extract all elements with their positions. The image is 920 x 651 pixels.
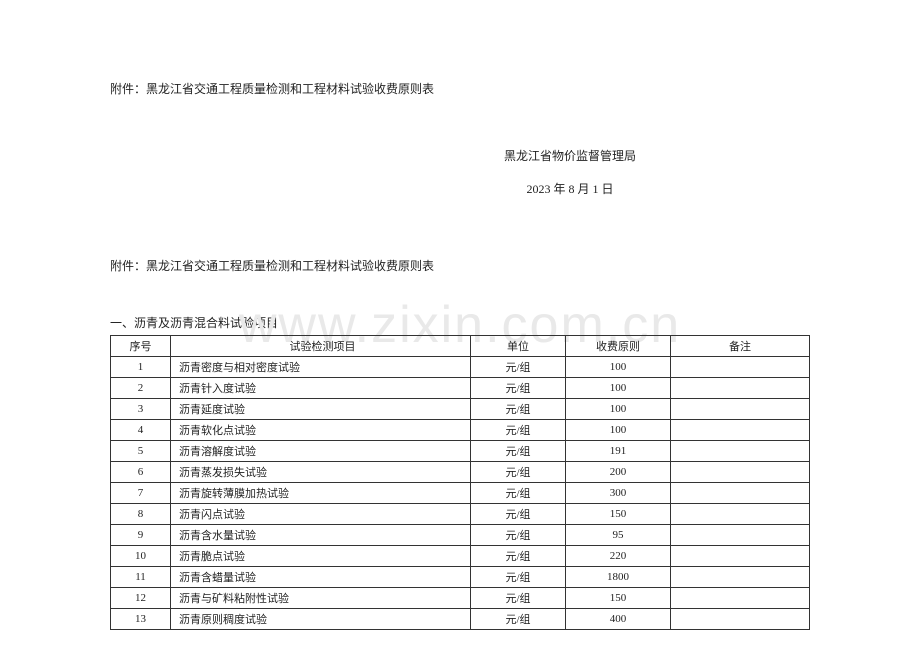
cell-unit: 元/组: [471, 378, 566, 399]
cell-fee: 200: [566, 462, 671, 483]
cell-item: 沥青溶解度试验: [171, 441, 471, 462]
cell-note: [671, 462, 810, 483]
cell-seq: 6: [111, 462, 171, 483]
col-header-seq: 序号: [111, 336, 171, 357]
cell-note: [671, 441, 810, 462]
cell-seq: 1: [111, 357, 171, 378]
cell-unit: 元/组: [471, 441, 566, 462]
cell-fee: 150: [566, 504, 671, 525]
cell-seq: 4: [111, 420, 171, 441]
cell-unit: 元/组: [471, 588, 566, 609]
cell-fee: 100: [566, 378, 671, 399]
cell-item: 沥青含蜡量试验: [171, 567, 471, 588]
col-header-item: 试验检测项目: [171, 336, 471, 357]
table-row: 13沥青原则稠度试验元/组400: [111, 609, 810, 630]
cell-note: [671, 525, 810, 546]
cell-fee: 95: [566, 525, 671, 546]
cell-seq: 13: [111, 609, 171, 630]
cell-fee: 300: [566, 483, 671, 504]
cell-fee: 1800: [566, 567, 671, 588]
cell-unit: 元/组: [471, 546, 566, 567]
cell-fee: 400: [566, 609, 671, 630]
cell-note: [671, 567, 810, 588]
col-header-note: 备注: [671, 336, 810, 357]
cell-note: [671, 609, 810, 630]
cell-item: 沥青旋转薄膜加热试验: [171, 483, 471, 504]
cell-item: 沥青蒸发损失试验: [171, 462, 471, 483]
cell-seq: 9: [111, 525, 171, 546]
cell-item: 沥青针入度试验: [171, 378, 471, 399]
fee-table: 序号 试验检测项目 单位 收费原则 备注 1沥青密度与相对密度试验元/组1002…: [110, 335, 810, 630]
cell-unit: 元/组: [471, 399, 566, 420]
cell-seq: 2: [111, 378, 171, 399]
cell-item: 沥青密度与相对密度试验: [171, 357, 471, 378]
cell-item: 沥青与矿料粘附性试验: [171, 588, 471, 609]
cell-unit: 元/组: [471, 609, 566, 630]
table-row: 6沥青蒸发损失试验元/组200: [111, 462, 810, 483]
attachment-title: 附件：黑龙江省交通工程质量检测和工程材料试验收费原则表: [110, 80, 810, 97]
cell-note: [671, 357, 810, 378]
table-row: 7沥青旋转薄膜加热试验元/组300: [111, 483, 810, 504]
table-row: 9沥青含水量试验元/组95: [111, 525, 810, 546]
cell-fee: 150: [566, 588, 671, 609]
cell-note: [671, 420, 810, 441]
cell-fee: 100: [566, 420, 671, 441]
cell-item: 沥青含水量试验: [171, 525, 471, 546]
cell-note: [671, 399, 810, 420]
cell-fee: 100: [566, 357, 671, 378]
cell-item: 沥青延度试验: [171, 399, 471, 420]
table-row: 5沥青溶解度试验元/组191: [111, 441, 810, 462]
cell-note: [671, 378, 810, 399]
cell-fee: 220: [566, 546, 671, 567]
table-header-row: 序号 试验检测项目 单位 收费原则 备注: [111, 336, 810, 357]
issuer-name: 黑龙江省物价监督管理局: [110, 147, 810, 164]
cell-note: [671, 546, 810, 567]
table-row: 4沥青软化点试验元/组100: [111, 420, 810, 441]
cell-unit: 元/组: [471, 525, 566, 546]
cell-seq: 5: [111, 441, 171, 462]
cell-note: [671, 483, 810, 504]
attachment-title-repeat: 附件：黑龙江省交通工程质量检测和工程材料试验收费原则表: [110, 257, 810, 274]
table-row: 3沥青延度试验元/组100: [111, 399, 810, 420]
col-header-unit: 单位: [471, 336, 566, 357]
cell-seq: 10: [111, 546, 171, 567]
table-row: 2沥青针入度试验元/组100: [111, 378, 810, 399]
col-header-fee: 收费原则: [566, 336, 671, 357]
cell-unit: 元/组: [471, 567, 566, 588]
cell-seq: 11: [111, 567, 171, 588]
cell-item: 沥青脆点试验: [171, 546, 471, 567]
section-title: 一、沥青及沥青混合料试验项目: [110, 314, 810, 331]
cell-seq: 12: [111, 588, 171, 609]
document-page: 附件：黑龙江省交通工程质量检测和工程材料试验收费原则表 黑龙江省物价监督管理局 …: [0, 0, 920, 630]
cell-seq: 8: [111, 504, 171, 525]
cell-fee: 191: [566, 441, 671, 462]
table-row: 12沥青与矿料粘附性试验元/组150: [111, 588, 810, 609]
cell-item: 沥青闪点试验: [171, 504, 471, 525]
cell-note: [671, 588, 810, 609]
cell-fee: 100: [566, 399, 671, 420]
cell-item: 沥青软化点试验: [171, 420, 471, 441]
cell-seq: 3: [111, 399, 171, 420]
cell-note: [671, 504, 810, 525]
cell-unit: 元/组: [471, 483, 566, 504]
cell-item: 沥青原则稠度试验: [171, 609, 471, 630]
issue-date: 2023 年 8 月 1 日: [110, 180, 810, 197]
table-row: 11沥青含蜡量试验元/组1800: [111, 567, 810, 588]
table-row: 1沥青密度与相对密度试验元/组100: [111, 357, 810, 378]
cell-unit: 元/组: [471, 462, 566, 483]
cell-unit: 元/组: [471, 504, 566, 525]
cell-unit: 元/组: [471, 420, 566, 441]
table-row: 10沥青脆点试验元/组220: [111, 546, 810, 567]
cell-seq: 7: [111, 483, 171, 504]
table-row: 8沥青闪点试验元/组150: [111, 504, 810, 525]
cell-unit: 元/组: [471, 357, 566, 378]
